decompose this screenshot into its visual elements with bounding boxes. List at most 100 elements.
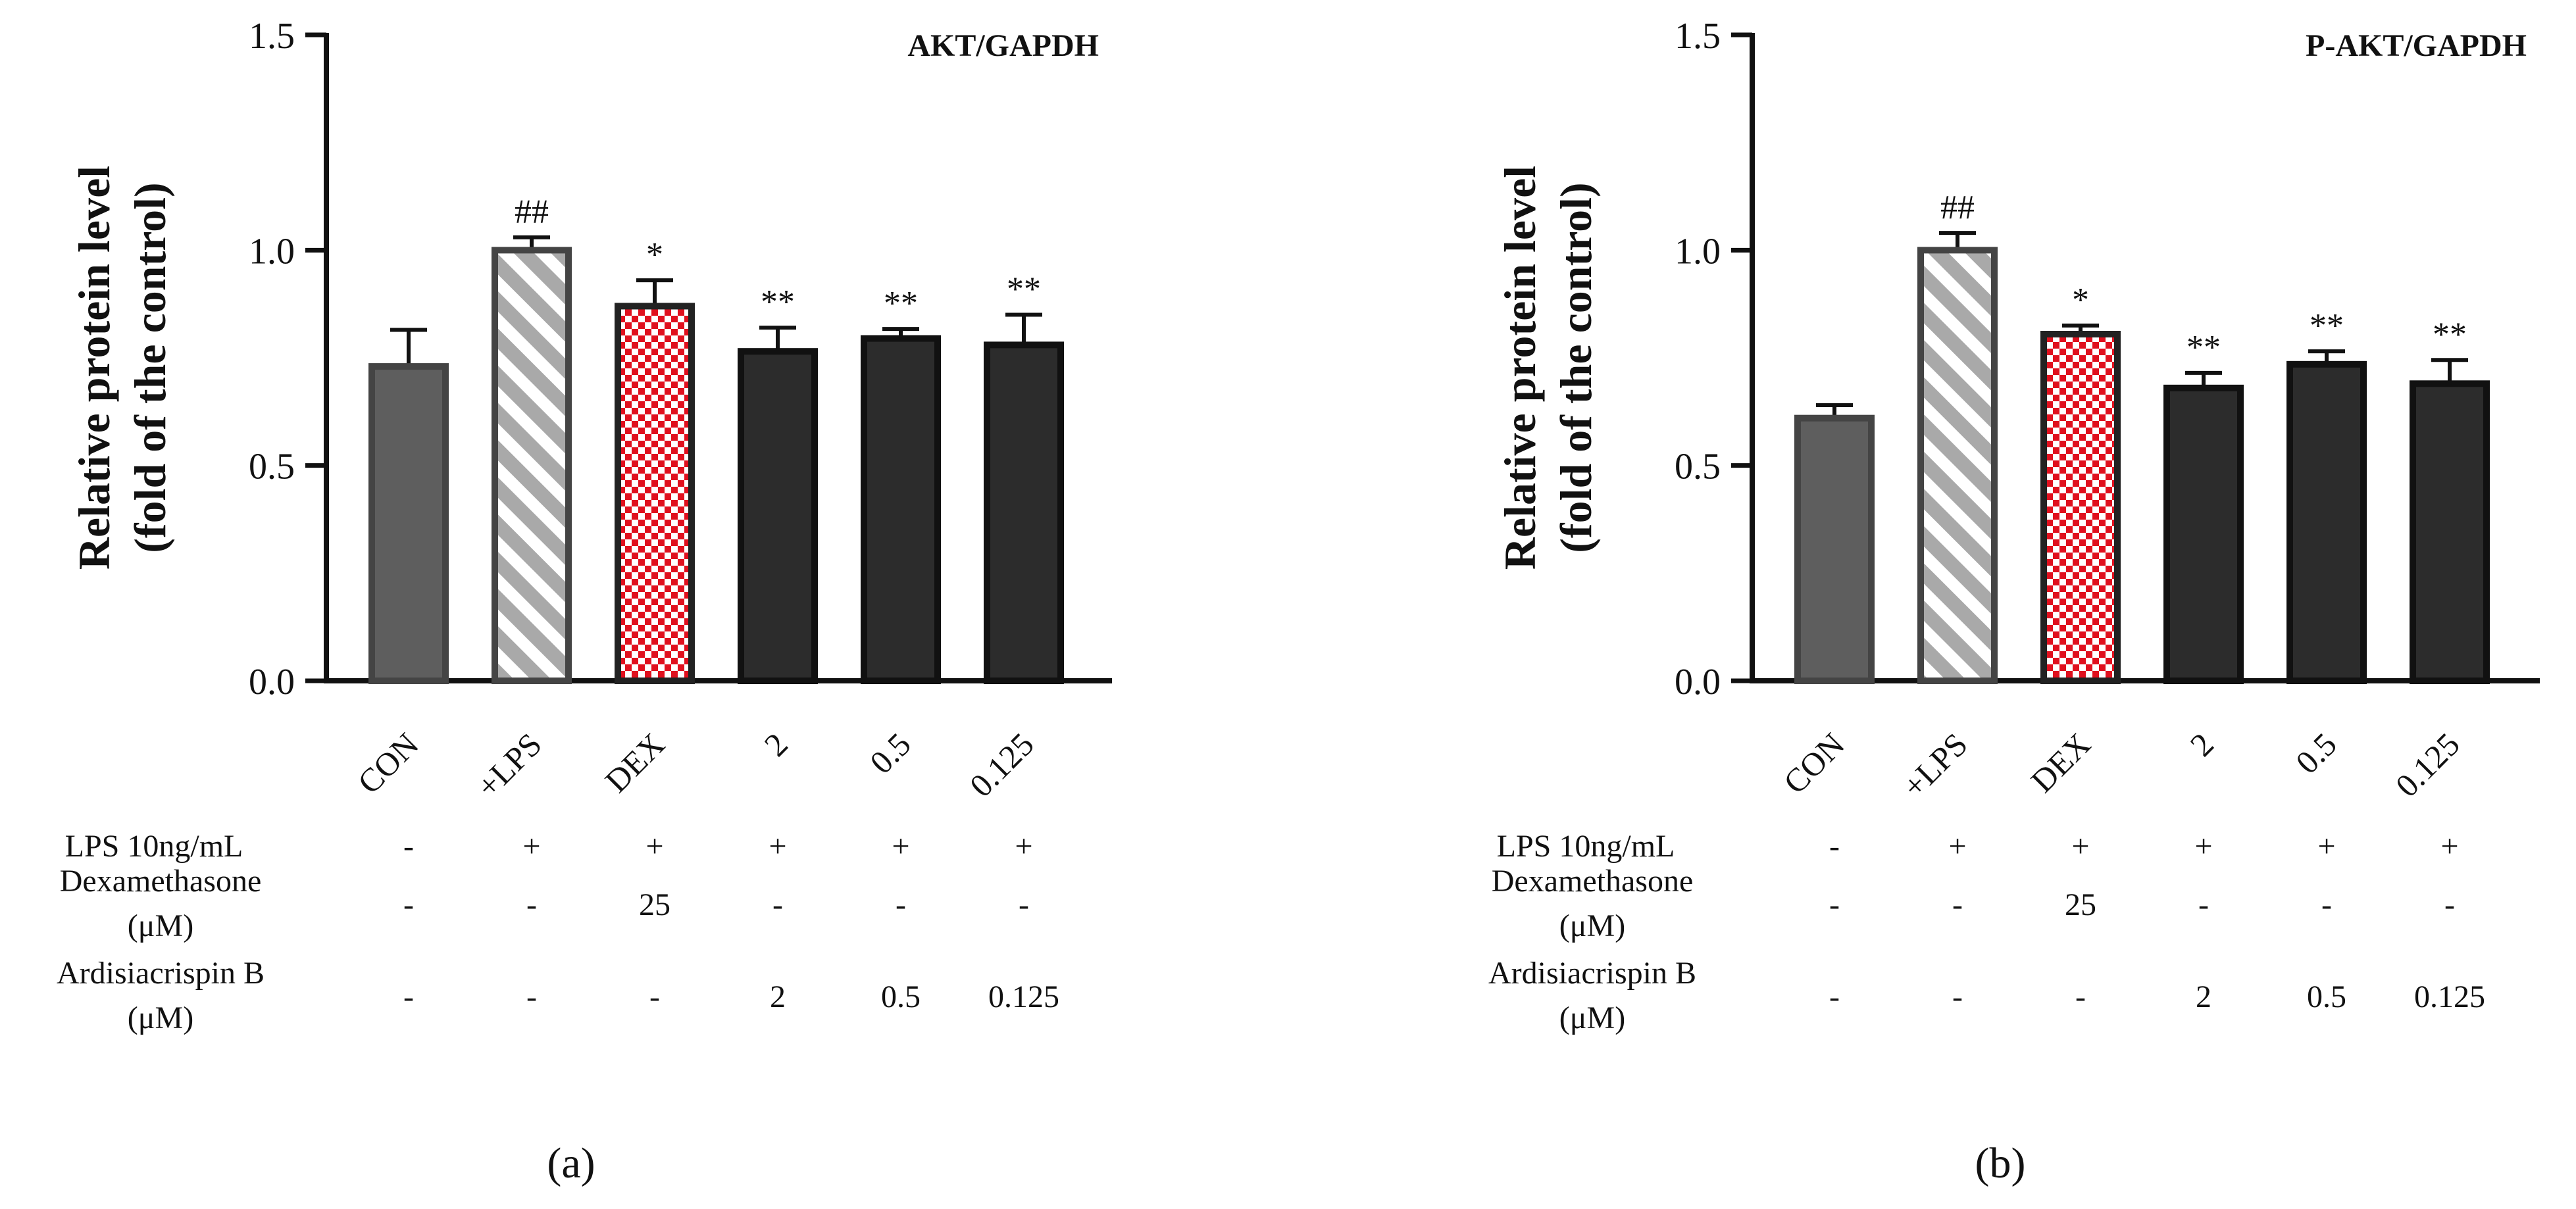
table-cell: - bbox=[2075, 979, 2086, 1014]
table-cell: - bbox=[1952, 887, 1963, 922]
table-row-label: Ardisiacrispin B bbox=[57, 956, 265, 991]
significance-label: ** bbox=[1007, 271, 1041, 308]
table-cell: 25 bbox=[2065, 887, 2096, 922]
table-cell: 2 bbox=[770, 979, 786, 1014]
bar-1 bbox=[492, 247, 572, 685]
table-cell: - bbox=[2198, 887, 2209, 922]
panel-caption: (a) bbox=[547, 1139, 595, 1187]
x-tick-label: +LPS bbox=[1895, 726, 1974, 804]
significance-label: ** bbox=[2310, 307, 2344, 345]
table-cell: - bbox=[896, 887, 906, 922]
table-cell: + bbox=[645, 829, 663, 864]
table-cell: + bbox=[1948, 829, 1966, 864]
table-cell: - bbox=[403, 829, 414, 864]
treatment-table: LPS 10ng/mL - + + + + + Dexamethasone (μM) - - 25 - -… bbox=[57, 829, 1059, 1035]
table-row-label: LPS 10ng/mL bbox=[65, 829, 243, 864]
table-row-label-unit: (μM) bbox=[128, 908, 193, 943]
x-tick-label: CON bbox=[1777, 726, 1852, 801]
bar-3 bbox=[738, 348, 818, 684]
y-tick-label: 1.5 bbox=[249, 16, 295, 57]
significance-label: ** bbox=[761, 284, 795, 321]
table-cell: - bbox=[403, 887, 414, 922]
x-tick-label: 0.5 bbox=[863, 726, 918, 781]
table-cell: + bbox=[2317, 829, 2335, 864]
bar-5 bbox=[2410, 380, 2490, 685]
treatment-table: LPS 10ng/mL - + + + + + Dexamethasone (μM) - - 25 - -… bbox=[1488, 829, 2485, 1035]
y-tick-label: 1.5 bbox=[1675, 16, 1721, 57]
table-cell: + bbox=[892, 829, 909, 864]
table-row-label: Dexamethasone bbox=[1492, 864, 1694, 899]
bar-2 bbox=[615, 303, 695, 684]
significance-label: * bbox=[2072, 282, 2089, 319]
chart-panel-a: 0.0 0.5 1.0 1.5 Relative protein level (fold … bbox=[57, 16, 1112, 1187]
table-cell: + bbox=[1015, 829, 1032, 864]
panel-caption: (b) bbox=[1975, 1139, 2026, 1187]
x-tick-label: 0.125 bbox=[2388, 726, 2467, 804]
x-tick-label: 2 bbox=[2183, 726, 2221, 763]
chart-panel-b: 0.0 0.5 1.0 1.5 Relative protein level (fold … bbox=[1488, 16, 2540, 1187]
x-tick-label: 2 bbox=[757, 726, 795, 763]
x-tick-label: +LPS bbox=[469, 726, 548, 804]
table-row-label: LPS 10ng/mL bbox=[1497, 829, 1675, 864]
bar-1 bbox=[1917, 247, 1998, 685]
table-cell: - bbox=[1952, 979, 1963, 1014]
table-row-label: Ardisiacrispin B bbox=[1488, 956, 1696, 991]
y-tick-label: 0.0 bbox=[1675, 662, 1721, 703]
table-cell: 0.5 bbox=[2307, 979, 2346, 1014]
x-tick-label: 0.5 bbox=[2288, 726, 2344, 781]
table-cell: + bbox=[769, 829, 786, 864]
y-tick-label: 0.5 bbox=[1675, 447, 1721, 487]
table-cell: 0.125 bbox=[988, 979, 1059, 1014]
x-tick-label: DEX bbox=[2024, 726, 2098, 799]
y-tick-label: 1.0 bbox=[1675, 231, 1721, 272]
table-cell: + bbox=[2440, 829, 2458, 864]
table-cell: + bbox=[522, 829, 540, 864]
table-cell: - bbox=[1829, 887, 1840, 922]
table-cell: 2 bbox=[2196, 979, 2211, 1014]
table-cell: - bbox=[526, 979, 537, 1014]
bar-5 bbox=[984, 341, 1064, 684]
table-cell: 25 bbox=[639, 887, 670, 922]
table-cell: + bbox=[2194, 829, 2212, 864]
significance-label: ** bbox=[884, 285, 918, 322]
table-cell: - bbox=[1829, 979, 1840, 1014]
significance-label: ## bbox=[1940, 189, 1975, 226]
table-cell: 0.5 bbox=[881, 979, 921, 1014]
significance-label: ## bbox=[515, 193, 549, 231]
bar-2 bbox=[2040, 330, 2121, 684]
bar-4 bbox=[2286, 360, 2367, 684]
bar-4 bbox=[861, 335, 941, 684]
table-cell: - bbox=[772, 887, 783, 922]
bar-3 bbox=[2163, 384, 2244, 684]
table-cell: - bbox=[2444, 887, 2455, 922]
significance-label: ** bbox=[2433, 316, 2467, 353]
y-tick-label: 0.0 bbox=[249, 662, 295, 703]
table-cell: - bbox=[526, 887, 537, 922]
table-row-label: Dexamethasone bbox=[60, 864, 262, 899]
table-row-label-unit: (μM) bbox=[1559, 908, 1625, 943]
significance-label: * bbox=[646, 236, 663, 274]
x-tick-label: 0.125 bbox=[963, 726, 1041, 804]
bar-0 bbox=[368, 363, 449, 684]
chart-title: P-AKT/GAPDH bbox=[2306, 28, 2527, 63]
chart-title: AKT/GAPDH bbox=[907, 28, 1099, 63]
y-axis-label-line1: Relative protein level bbox=[69, 166, 119, 570]
y-tick-label: 1.0 bbox=[249, 231, 295, 272]
y-axis-label-line2: (fold of the control) bbox=[1551, 182, 1601, 553]
table-cell: + bbox=[2071, 829, 2089, 864]
significance-label: ** bbox=[2186, 329, 2221, 366]
y-tick-label: 0.5 bbox=[249, 447, 295, 487]
table-row-label-unit: (μM) bbox=[128, 1000, 193, 1035]
bar-0 bbox=[1794, 414, 1875, 684]
y-axis-label-line1: Relative protein level bbox=[1495, 166, 1545, 570]
y-axis-label-line2: (fold of the control) bbox=[125, 182, 175, 553]
table-cell: - bbox=[1019, 887, 1029, 922]
table-cell: 0.125 bbox=[2414, 979, 2485, 1014]
table-row-label-unit: (μM) bbox=[1559, 1000, 1625, 1035]
table-cell: - bbox=[2321, 887, 2332, 922]
x-tick-label: DEX bbox=[598, 726, 672, 799]
table-cell: - bbox=[403, 979, 414, 1014]
table-cell: - bbox=[1829, 829, 1840, 864]
